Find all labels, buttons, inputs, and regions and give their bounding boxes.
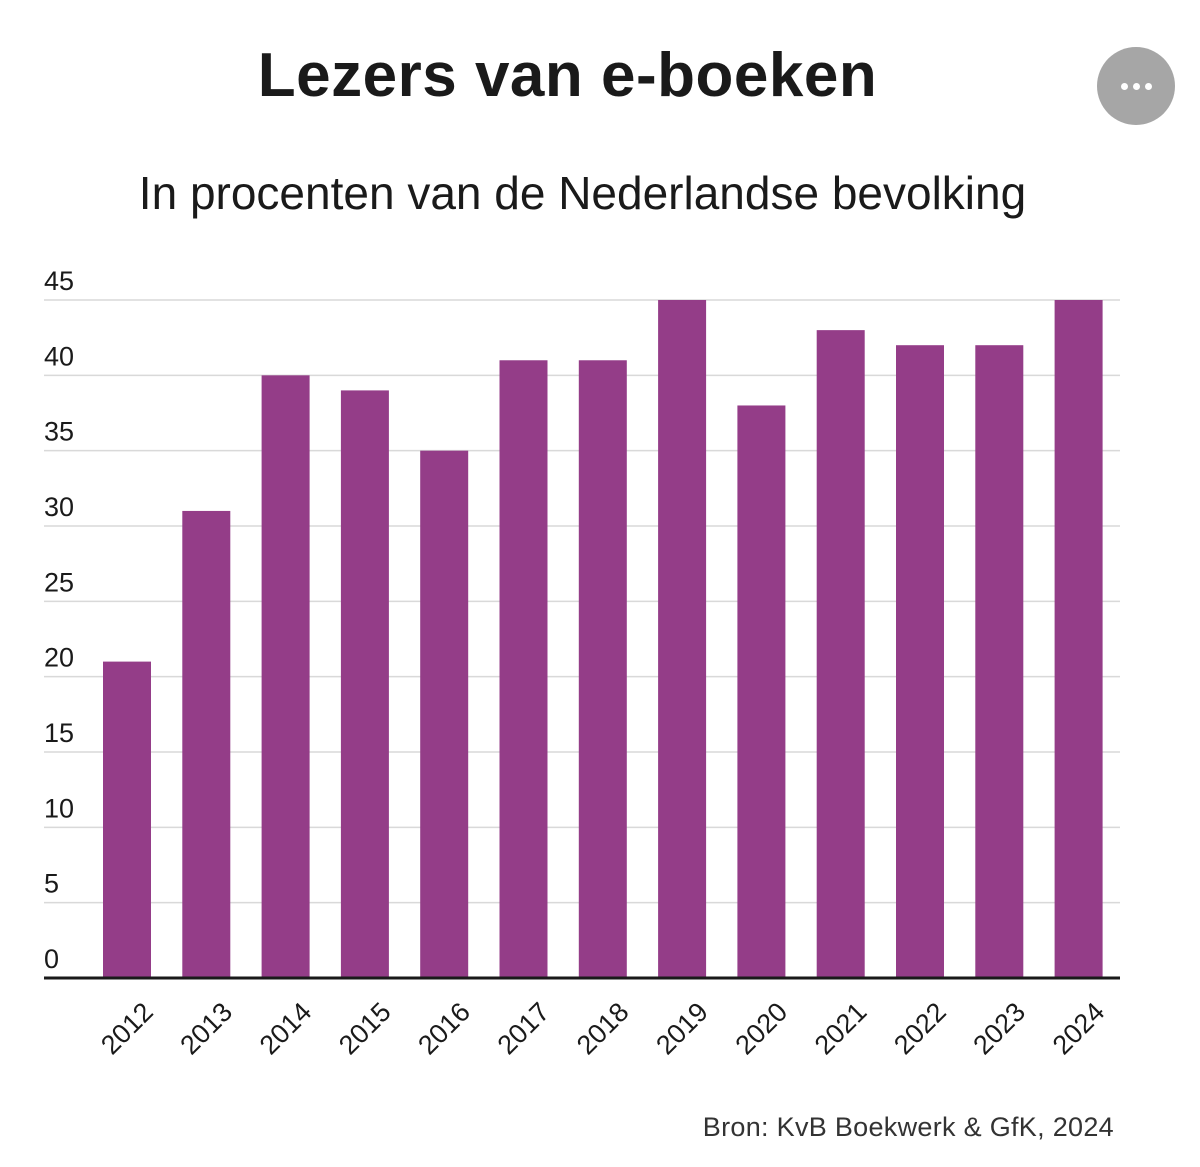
bar-2022 <box>896 345 944 978</box>
bar-2024 <box>1054 300 1103 978</box>
y-tick-label: 35 <box>44 417 74 447</box>
y-tick-label: 20 <box>44 643 74 673</box>
x-tick-label: 2023 <box>967 997 1031 1061</box>
y-axis-ticks: 0 5 10 15 20 25 30 35 40 45 <box>44 266 74 974</box>
bar-2014 <box>261 375 310 978</box>
y-tick-label: 40 <box>44 341 74 371</box>
x-tick-label: 2019 <box>650 997 714 1061</box>
ellipsis-icon <box>1144 82 1152 90</box>
y-tick-label: 45 <box>44 266 74 296</box>
x-tick-label: 2024 <box>1047 997 1111 1061</box>
bar-2016 <box>420 450 469 979</box>
x-tick-label: 2013 <box>174 997 238 1061</box>
bar-2021 <box>816 330 865 979</box>
bar-2020 <box>737 405 786 978</box>
bar-2019 <box>658 300 707 978</box>
bars <box>103 300 1103 979</box>
bar-2018 <box>578 360 627 978</box>
x-axis-ticks: 2012 2013 2014 2015 2016 2017 2018 2019 2020 2021… <box>95 997 1110 1061</box>
more-options-button[interactable] <box>1097 47 1175 125</box>
y-tick-label: 15 <box>44 718 74 748</box>
chart-subtitle: In procenten van de Nederlandse bevolkin… <box>138 167 1027 219</box>
ellipsis-icon <box>1120 82 1128 90</box>
source-note: Bron: KvB Boekwerk & GfK, 2024 <box>702 1112 1114 1142</box>
x-tick-label: 2017 <box>492 997 556 1061</box>
x-tick-label: 2016 <box>412 997 476 1061</box>
x-tick-label: 2014 <box>254 997 318 1061</box>
x-tick-label: 2020 <box>730 997 794 1061</box>
x-tick-label: 2022 <box>888 997 952 1061</box>
bar-2023 <box>975 345 1024 978</box>
x-tick-label: 2021 <box>809 997 873 1061</box>
x-tick-label: 2018 <box>571 997 635 1061</box>
x-tick-label: 2015 <box>333 997 397 1061</box>
bar-2013 <box>182 510 231 978</box>
y-tick-label: 30 <box>44 492 74 522</box>
bar-2017 <box>499 360 548 978</box>
y-tick-label: 0 <box>44 944 59 974</box>
chart-title: Lezers van e-boeken <box>257 41 878 110</box>
x-tick-label: 2012 <box>95 997 159 1061</box>
y-tick-label: 5 <box>44 869 59 899</box>
bar-2015 <box>340 390 389 978</box>
bar-2012 <box>103 661 151 978</box>
y-tick-label: 10 <box>44 793 74 823</box>
ellipsis-icon <box>1132 82 1140 90</box>
y-tick-label: 25 <box>44 567 74 597</box>
